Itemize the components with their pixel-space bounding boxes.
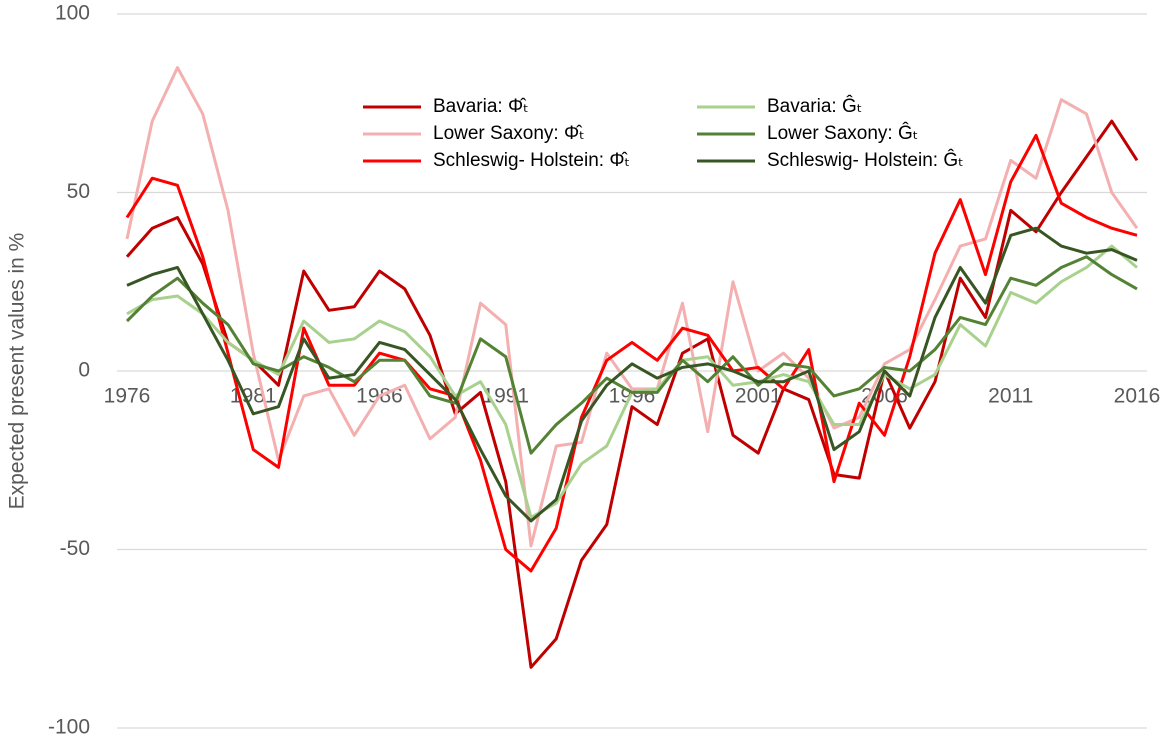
line-series [125,119,1139,669]
legend-label: Bavaria: Φ̂ₜ [433,96,529,117]
legend-label: Schleswig- Holstein: Φ̂ₜ [433,150,630,171]
legend-label: Lower Saxony: Ĝₜ [767,122,918,144]
y-tick-label: -50 [60,537,90,560]
x-tick-label: 2011 [988,385,1033,408]
y-tick-label: -100 [48,716,90,739]
x-tick-label: 2016 [1114,385,1161,408]
y-tick-label: 0 [78,359,90,382]
legend-label: Schleswig- Holstein: Ĝₜ [767,149,964,171]
legend-label: Bavaria: Ĝₜ [767,95,862,117]
line-series [126,226,1138,523]
legend-label: Lower Saxony: Φ̂ₜ [433,123,585,144]
x-tick-label: 1976 [104,385,151,408]
x-tick-label: 2001 [735,385,782,408]
line-series [125,133,1138,573]
line-series [125,255,1138,455]
y-tick-label: 50 [67,180,90,203]
line-series [125,66,1139,548]
y-tick-label: 100 [55,2,90,25]
y-axis-title: Expected present values in % [6,233,29,510]
